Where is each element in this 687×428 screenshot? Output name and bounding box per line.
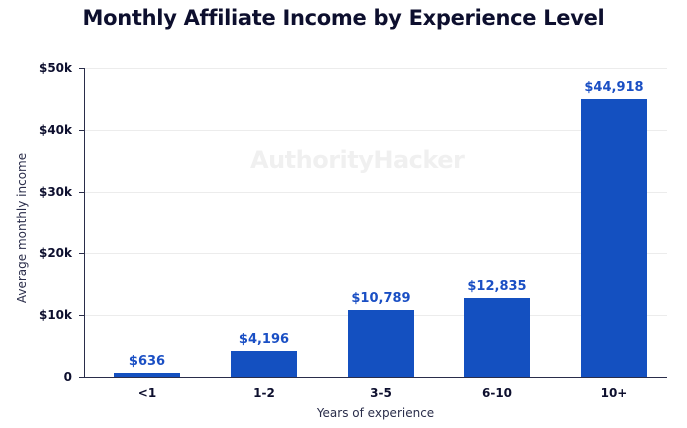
bar [231,351,297,377]
gridline [84,68,667,69]
y-tick-label: $20k [38,246,72,261]
y-tick-label: $40k [38,122,72,137]
x-tick-label: 1-2 [253,386,275,400]
x-tick-label: 10+ [600,386,628,400]
y-tick-mark [79,68,84,69]
chart-title: Monthly Affiliate Income by Experience L… [82,6,605,30]
gridline [84,253,667,254]
bar-value-label: $636 [128,354,166,369]
y-tick-label: $30k [38,184,72,199]
bar [348,310,414,377]
x-axis-line [84,377,667,378]
x-tick-label: 6-10 [481,386,513,400]
bar-value-label: $44,918 [584,80,644,95]
bar-value-label: $10,789 [351,291,411,306]
gridline [84,130,667,131]
y-tick-mark [79,377,84,378]
y-tick-mark [79,130,84,131]
y-tick-mark [79,253,84,254]
y-tick-label: $50k [38,61,72,75]
x-tick-label: <1 [137,386,157,400]
bar-value-label: $4,196 [238,332,290,347]
bar-value-label: $12,835 [467,279,527,294]
y-axis-line [84,68,85,378]
gridline [84,192,667,193]
y-tick-mark [79,192,84,193]
x-axis-label: Years of experience [316,406,435,420]
y-tick-mark [79,315,84,316]
watermark: AuthorityHacker [250,146,465,174]
bar [464,298,530,377]
y-tick-label: 0 [63,370,72,384]
bar [581,99,647,377]
x-tick-label: 3-5 [370,386,392,400]
y-tick-label: $10k [38,308,72,323]
y-axis-label: Average monthly income [15,152,29,304]
bar [114,373,180,377]
